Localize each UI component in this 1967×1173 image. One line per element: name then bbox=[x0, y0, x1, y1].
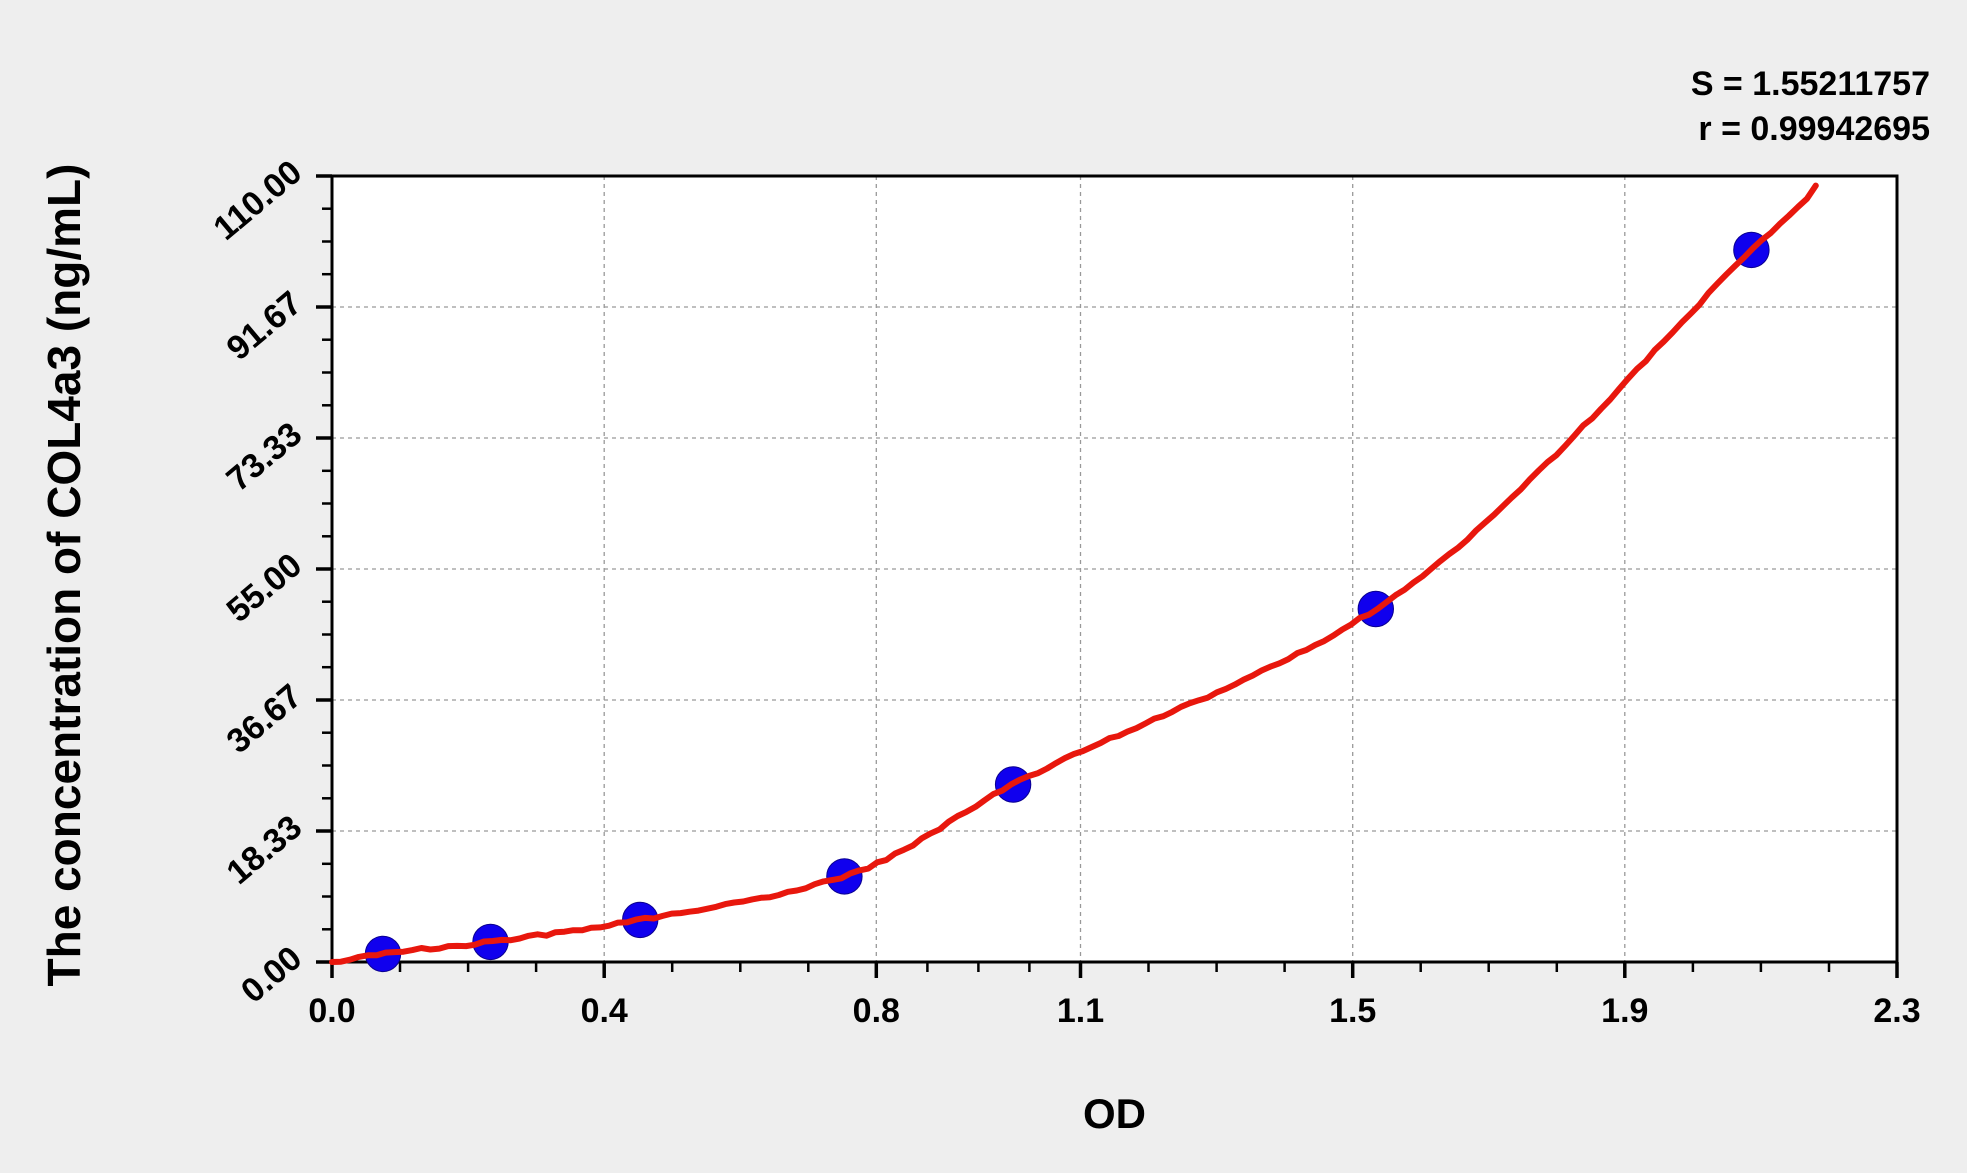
svg-text:OD: OD bbox=[1083, 1090, 1146, 1137]
svg-text:S = 1.55211757: S = 1.55211757 bbox=[1691, 65, 1930, 103]
svg-text:2.3: 2.3 bbox=[1873, 992, 1920, 1030]
svg-text:The concentration of COL4a3 (n: The concentration of COL4a3 (ng/mL) bbox=[38, 164, 90, 987]
svg-text:0.8: 0.8 bbox=[853, 992, 900, 1030]
svg-text:1.9: 1.9 bbox=[1601, 992, 1648, 1030]
svg-text:1.1: 1.1 bbox=[1057, 992, 1104, 1030]
svg-text:0.0: 0.0 bbox=[308, 992, 355, 1030]
svg-text:1.5: 1.5 bbox=[1329, 992, 1376, 1030]
svg-text:0.4: 0.4 bbox=[581, 992, 628, 1030]
svg-text:r = 0.99942695: r = 0.99942695 bbox=[1698, 110, 1930, 148]
